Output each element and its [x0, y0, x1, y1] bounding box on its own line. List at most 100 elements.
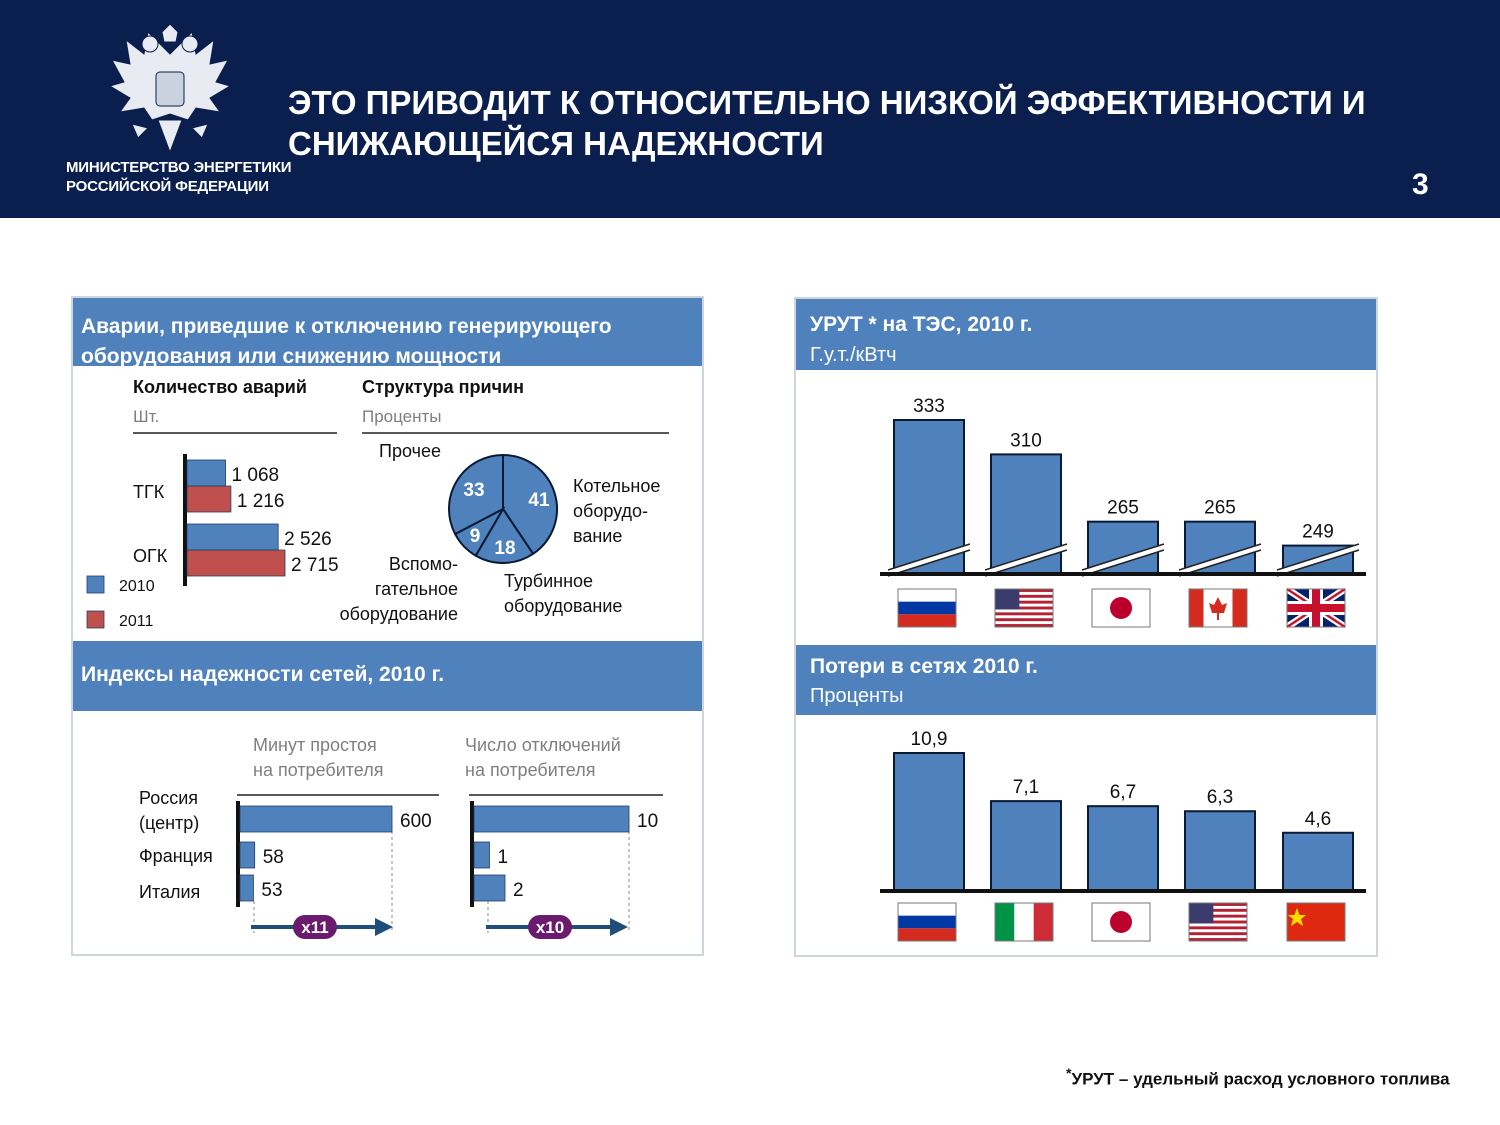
axis-break-4: [1277, 544, 1359, 576]
flag-us-canton: [1189, 903, 1214, 924]
flag-us-stripe: [995, 618, 1053, 622]
flag-jp-disc: [1110, 911, 1132, 933]
pie-label-0: Котельное оборудо-вание: [573, 476, 660, 546]
acc-bar-label-2010-1: 2 526: [284, 529, 332, 550]
flag-border-cn: [1286, 902, 1346, 942]
axis-break-line-a-3: [1178, 543, 1262, 571]
flag-us-stripe: [995, 594, 1053, 598]
legend-label-2010: 2010: [119, 578, 155, 595]
flag-it-green: [995, 903, 1015, 941]
flag-us-stripe: [995, 589, 1053, 592]
axis-break-line-a-4: [1276, 543, 1360, 571]
axis-break-line-b-1: [984, 549, 1068, 577]
row-label-russia-line1: Россия: [139, 788, 198, 808]
vbar-label-4-0: 333: [913, 396, 945, 417]
pie-label-0-line-1: оборудо-: [573, 501, 648, 521]
urut-title-bar: УРУТ * на ТЭС, 2010 г. Г.у.т./кВтч: [796, 299, 1376, 370]
right-panel: УРУТ * на ТЭС, 2010 г. Г.у.т./кВтч 333 31…: [794, 297, 1378, 957]
flag-border-ru: [897, 588, 957, 628]
legend-swatch-2010: [86, 575, 105, 594]
acc-bar-2011-1: [186, 549, 286, 577]
row-label-russia-line2: (центр): [139, 813, 199, 833]
flag-border-us: [1188, 902, 1248, 942]
vbar-4-1: [990, 453, 1062, 575]
accidents-chart-area: Количество аварий Шт. Структура причин П…: [86, 377, 669, 630]
urut-chart-area: 333 310 265 265 249: [880, 396, 1366, 630]
flag-cn-icon: [1286, 902, 1346, 942]
axis-break-0: [888, 544, 970, 576]
x10-badge: [528, 915, 572, 939]
vbar-label-5-1: 7,1: [1013, 777, 1039, 798]
vbar-label-4-4: 249: [1302, 522, 1334, 543]
flag-ca-leaf: [1209, 597, 1227, 620]
legend-swatch-2011: [86, 610, 105, 629]
axis-break-line-b-2: [1081, 549, 1165, 577]
flag-gb-horz-red: [1287, 604, 1345, 612]
acc-bar-2010-0: [186, 459, 226, 487]
flag-ru-icon: [897, 588, 957, 628]
flag-us-stripe: [995, 606, 1053, 610]
flag-gb-icon: [1285, 586, 1347, 630]
pie-slice-1: [474, 507, 535, 564]
pie-label-3: Прочее: [379, 441, 441, 461]
double-headed-eagle-icon: [108, 24, 232, 154]
flag-border-jp: [1091, 902, 1151, 942]
axis-break-1: [985, 544, 1067, 576]
rel-bar-label-2-2: 53: [261, 880, 282, 901]
row-label-italy: Италия: [139, 882, 200, 902]
rel-bar-label-3-0: 10: [637, 811, 658, 832]
flag-ca-left: [1189, 589, 1204, 627]
flag-border-ca: [1188, 588, 1248, 628]
flag-us-stripe: [1189, 914, 1247, 918]
flag-us-stripe: [1189, 908, 1247, 912]
reliability-chart-area: Минут простоя на потребителя Число отклю…: [139, 735, 663, 939]
flag-border-jp: [1091, 588, 1151, 628]
vbar-5-1: [990, 800, 1062, 892]
flag-it-white: [1014, 903, 1034, 941]
vbar-label-5-4: 4,6: [1305, 809, 1331, 830]
rel-bar-3-0: [473, 805, 630, 833]
rel-bar-label-3-2: 2: [513, 880, 524, 901]
axis-break-line-b-0: [887, 549, 971, 577]
flag-us-stripe: [1189, 903, 1247, 906]
pie-label-2-line-0: Вспомо-: [389, 554, 458, 574]
acc-bar-2011-0: [186, 485, 232, 513]
count-unit: Шт.: [133, 407, 159, 426]
rel-bar-label-3-1: 1: [498, 847, 509, 868]
x10-badge-label: x10: [536, 918, 564, 937]
flag-us-stripe: [1189, 926, 1247, 930]
pie-slice-0: [502, 453, 558, 556]
flag-us-stripe: [1189, 932, 1247, 936]
acc-bar-label-2010-0: 1 068: [232, 465, 280, 486]
flag-us-icon: [1188, 902, 1248, 942]
vbar-5-2: [1087, 805, 1159, 892]
pie-label-1: Турбинное оборудование: [504, 571, 622, 616]
pie-value-3: 33: [463, 480, 484, 501]
rel-bar-3-1: [473, 841, 490, 869]
arrow2-head-icon: [610, 918, 628, 936]
flag-us-stripe: [995, 612, 1053, 616]
vbar-label-5-0: 10,9: [911, 729, 948, 750]
accidents-title: Аварии, приведшие к отключению генерирую…: [81, 315, 612, 368]
flag-ca-icon: [1188, 588, 1248, 628]
flag-ru-red: [898, 614, 956, 627]
pie-value-2: 9: [470, 526, 481, 547]
col1-header-line1: Минут простоя: [253, 735, 377, 755]
pie-label-1-line-1: оборудование: [504, 596, 622, 616]
arrow1-head-icon: [375, 918, 393, 936]
rel-bar-label-2-1: 58: [263, 847, 284, 868]
pie-label-0-line-2: вание: [573, 526, 622, 546]
axis-break-line-a-2: [1081, 543, 1165, 571]
flag-us-canton: [995, 589, 1020, 610]
reliability-title: Индексы надежности сетей, 2010 г.: [81, 663, 445, 686]
col2-header-line2: на потребителя: [465, 760, 595, 780]
cause-unit: Проценты: [362, 407, 442, 426]
flag-it-icon: [994, 902, 1054, 942]
flag-border-ru: [897, 902, 957, 942]
rel-bar-2-0: [239, 805, 393, 833]
x11-badge: [293, 915, 337, 939]
col2-header-line1: Число отключений: [465, 735, 621, 755]
vbar-label-4-1: 310: [1010, 430, 1042, 451]
flag-cn-star: [1288, 908, 1306, 926]
pie-slice-3: [448, 453, 504, 536]
